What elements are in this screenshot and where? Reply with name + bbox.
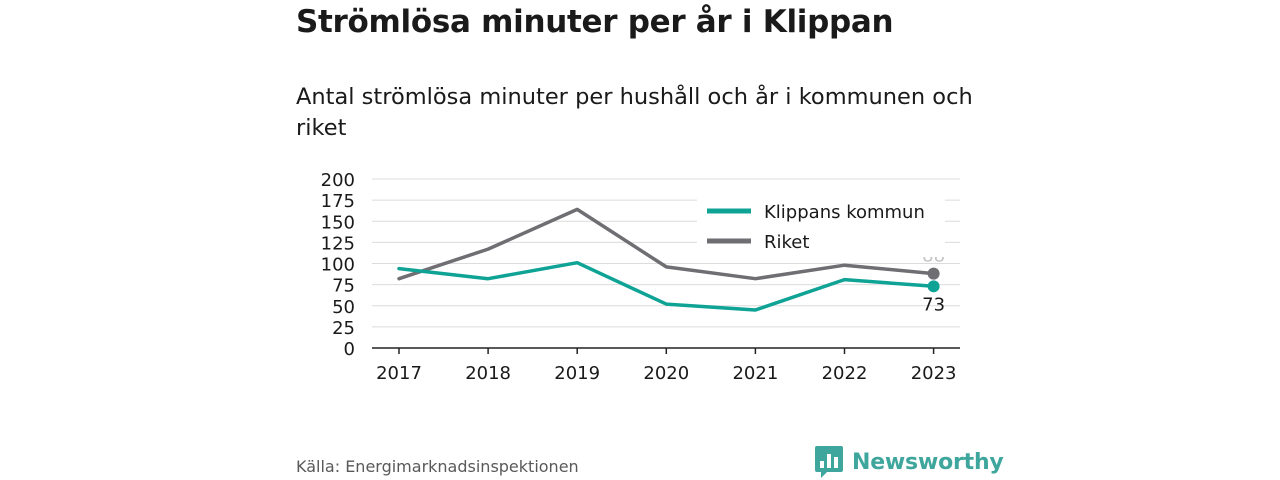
y-tick-label: 50	[332, 297, 355, 318]
chart-subtitle: Antal strömlösa minuter per hushåll och …	[296, 84, 973, 141]
series-line-klippans-kommun	[397, 260, 936, 312]
series-line-riket	[397, 207, 936, 281]
end-point-klippans-kommun	[927, 280, 940, 293]
y-tick-label: 100	[321, 255, 355, 276]
x-tick-label: 2019	[554, 363, 600, 384]
brand-name: Newsworthy	[852, 449, 1004, 475]
x-tick-label: 2021	[732, 363, 778, 384]
end-label-klippan: 73	[922, 294, 945, 315]
brand-logo: Newsworthy	[815, 446, 1004, 478]
y-tick-label: 175	[321, 191, 355, 212]
y-tick-label: 125	[321, 233, 355, 254]
end-point-riket	[927, 267, 940, 280]
y-tick-label: 75	[332, 276, 355, 297]
x-tick-label: 2018	[465, 363, 511, 384]
source-note: Källa: Energimarknadsinspektionen	[296, 457, 579, 476]
y-tick-label: 25	[332, 318, 355, 339]
newsworthy-logo-icon	[815, 446, 843, 478]
chart-title: Strömlösa minuter per år i Klippan	[296, 4, 894, 40]
legend-box	[697, 195, 945, 257]
x-tick-label: 2022	[822, 363, 868, 384]
legend-label: Klippans kommun	[764, 202, 925, 223]
x-tick-label: 2020	[643, 363, 689, 384]
y-tick-label: 150	[321, 212, 355, 233]
x-tick-label: 2023	[911, 363, 957, 384]
y-tick-label: 0	[344, 339, 355, 360]
y-tick-label: 200	[321, 170, 355, 191]
legend-label: Riket	[764, 232, 809, 253]
x-tick-label: 2017	[376, 363, 422, 384]
